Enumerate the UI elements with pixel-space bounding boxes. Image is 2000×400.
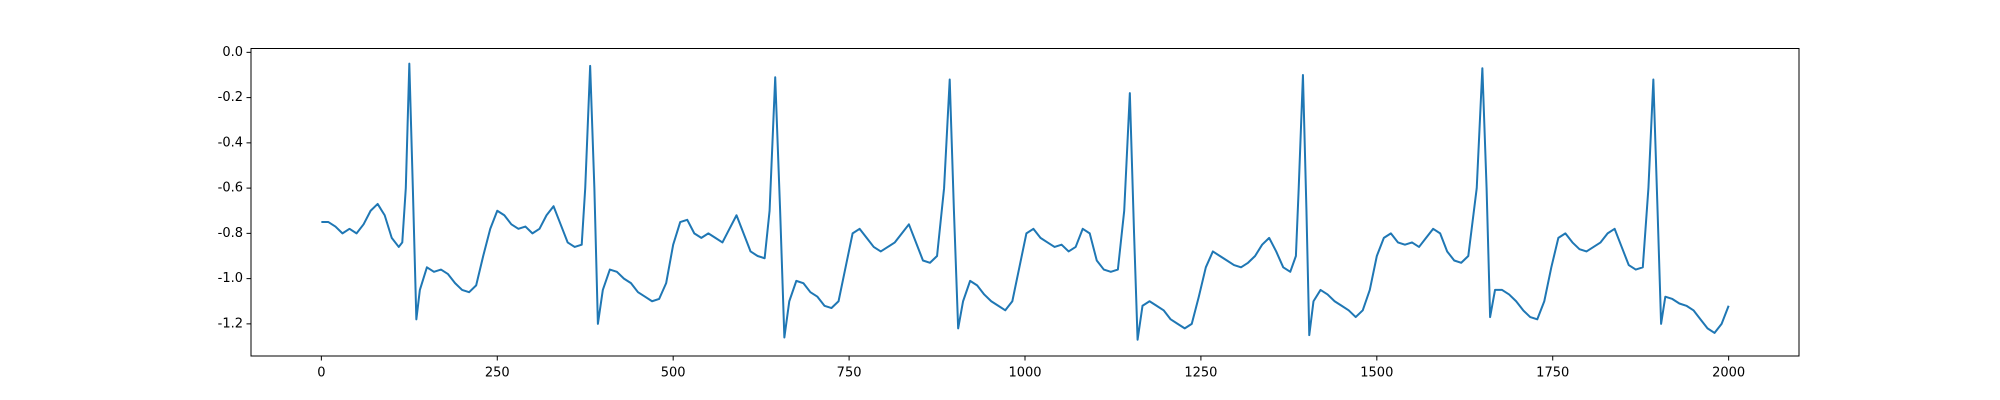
y-tick-label: -0.2 [218,90,243,105]
y-tick-label: -0.8 [218,226,243,241]
x-tick-label: 250 [485,366,510,381]
x-tick-label: 1250 [1184,366,1217,381]
x-tick-label: 2000 [1712,366,1745,381]
x-tick-label: 1000 [1008,366,1041,381]
x-tick-label: 1750 [1536,366,1569,381]
x-tick-label: 750 [837,366,862,381]
y-tick-label: 0.0 [222,45,243,60]
x-tick-label: 1500 [1360,366,1393,381]
x-tick-label: 0 [317,366,325,381]
y-tick-label: -0.6 [218,181,243,196]
y-tick-label: -1.0 [218,271,243,286]
y-tick-label: -0.4 [218,135,243,150]
line [321,62,1730,341]
x-tick-label: 500 [661,366,686,381]
y-tick-label: -1.2 [218,316,243,331]
axes-frame [250,48,1800,357]
